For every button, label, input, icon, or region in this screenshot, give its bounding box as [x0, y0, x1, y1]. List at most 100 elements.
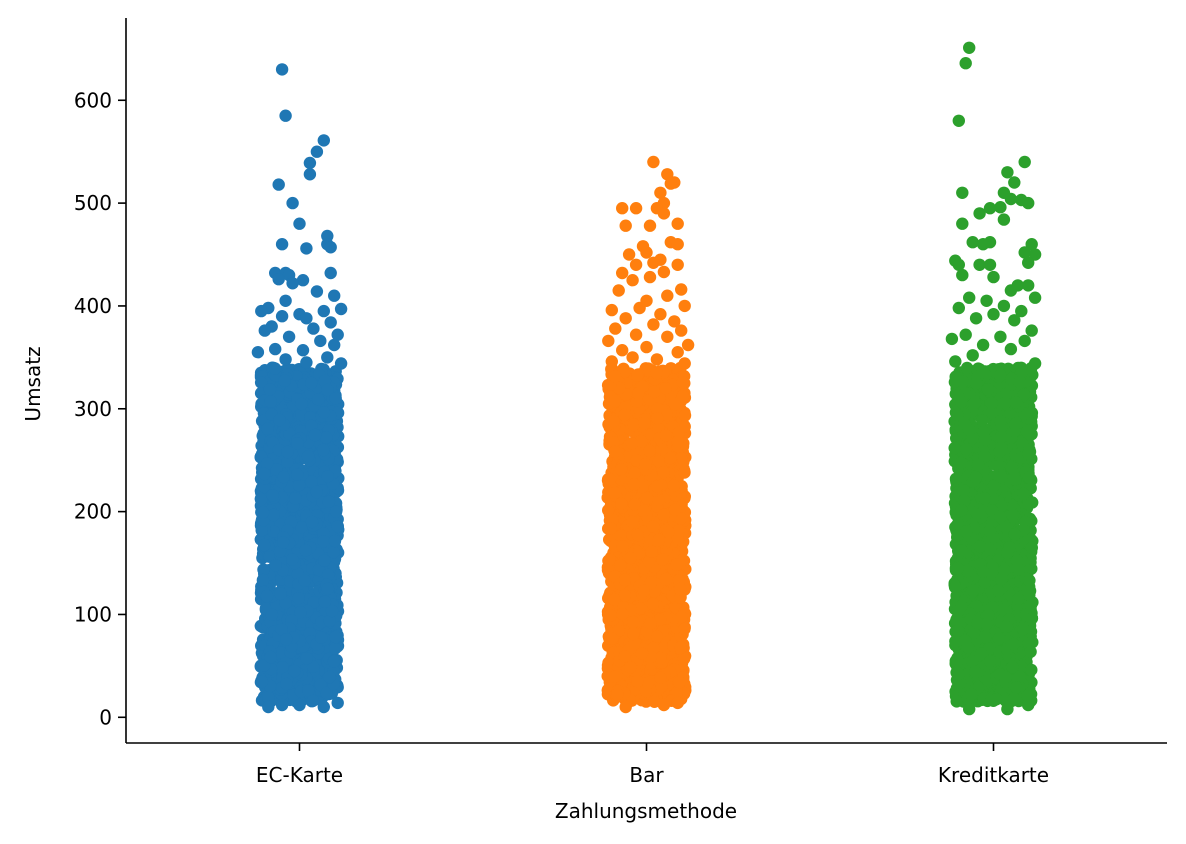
data-point	[619, 700, 632, 714]
data-point	[317, 535, 330, 548]
data-point	[281, 445, 294, 459]
data-point	[652, 533, 666, 546]
data-point	[675, 324, 688, 337]
data-point	[631, 675, 644, 688]
data-point	[272, 178, 285, 191]
data-point	[652, 455, 665, 468]
data-point	[256, 506, 270, 519]
data-point	[294, 606, 307, 619]
data-point	[317, 406, 331, 419]
data-point	[328, 289, 341, 302]
data-point	[654, 671, 667, 684]
data-point	[331, 328, 344, 341]
data-point	[334, 357, 348, 370]
data-point	[661, 330, 674, 343]
data-point	[643, 270, 657, 284]
data-point	[957, 494, 971, 507]
data-point	[310, 485, 323, 499]
data-point	[657, 207, 671, 220]
data-point	[608, 670, 622, 683]
data-point	[626, 615, 640, 629]
data-point	[676, 376, 690, 389]
data-point	[324, 316, 337, 329]
data-point	[640, 246, 653, 259]
data-point	[606, 632, 619, 645]
data-point	[676, 390, 690, 403]
data-point	[631, 369, 644, 382]
data-point	[616, 540, 629, 553]
data-point	[303, 168, 317, 181]
data-point	[255, 524, 268, 537]
data-point	[310, 285, 324, 298]
data-point	[671, 531, 684, 544]
data-point	[276, 661, 289, 674]
data-point	[635, 647, 649, 660]
data-point	[266, 489, 279, 502]
data-point	[282, 330, 296, 343]
data-point	[650, 630, 664, 643]
data-point	[681, 338, 695, 352]
data-point	[611, 688, 624, 701]
data-point	[281, 455, 294, 468]
data-point	[320, 431, 333, 444]
data-point	[633, 301, 646, 315]
data-point	[255, 675, 269, 689]
data-point	[673, 676, 686, 689]
data-point	[950, 695, 963, 708]
data-point	[264, 395, 277, 408]
data-point	[624, 661, 637, 674]
data-point	[951, 517, 965, 531]
data-point	[265, 608, 279, 621]
data-point	[603, 553, 616, 566]
data-point	[661, 168, 674, 181]
data-point	[992, 459, 1005, 472]
data-point	[277, 470, 290, 484]
data-point	[280, 633, 293, 646]
data-point	[305, 515, 319, 529]
data-point	[678, 299, 691, 313]
data-point	[643, 219, 657, 232]
data-point	[674, 512, 688, 525]
data-point	[293, 217, 306, 230]
data-point	[668, 397, 682, 411]
data-point	[677, 652, 691, 665]
data-point	[328, 338, 341, 352]
data-point	[995, 499, 1008, 513]
data-point	[612, 284, 625, 297]
data-point	[293, 698, 306, 712]
data-point	[257, 659, 271, 672]
data-point	[656, 553, 669, 566]
data-point	[671, 238, 684, 251]
data-point	[949, 472, 963, 485]
data-point	[321, 351, 334, 364]
data-point	[291, 437, 304, 450]
data-point	[278, 374, 291, 387]
data-point	[629, 328, 643, 341]
data-point	[263, 550, 276, 563]
data-point	[632, 387, 645, 400]
data-point	[305, 419, 318, 432]
data-point	[640, 491, 654, 505]
data-point	[315, 631, 328, 644]
data-point	[258, 538, 271, 552]
data-point	[307, 322, 320, 335]
data-point	[602, 334, 615, 348]
data-point	[279, 109, 292, 122]
data-point	[651, 412, 664, 425]
data-point	[657, 698, 671, 712]
data-point	[659, 429, 672, 442]
data-point	[650, 353, 664, 366]
data-point	[269, 342, 282, 356]
data-point	[254, 376, 268, 389]
data-point	[603, 473, 617, 486]
data-point	[318, 595, 332, 608]
data-point	[627, 418, 640, 432]
data-point	[267, 508, 280, 522]
data-point	[317, 304, 330, 318]
data-point	[615, 497, 628, 510]
data-point	[675, 452, 688, 465]
data-point	[300, 242, 313, 255]
data-point	[994, 430, 1008, 444]
data-point	[292, 478, 306, 492]
data-point	[627, 478, 641, 491]
